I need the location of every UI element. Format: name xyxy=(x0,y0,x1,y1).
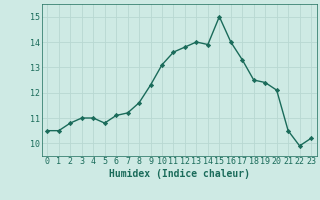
X-axis label: Humidex (Indice chaleur): Humidex (Indice chaleur) xyxy=(109,169,250,179)
